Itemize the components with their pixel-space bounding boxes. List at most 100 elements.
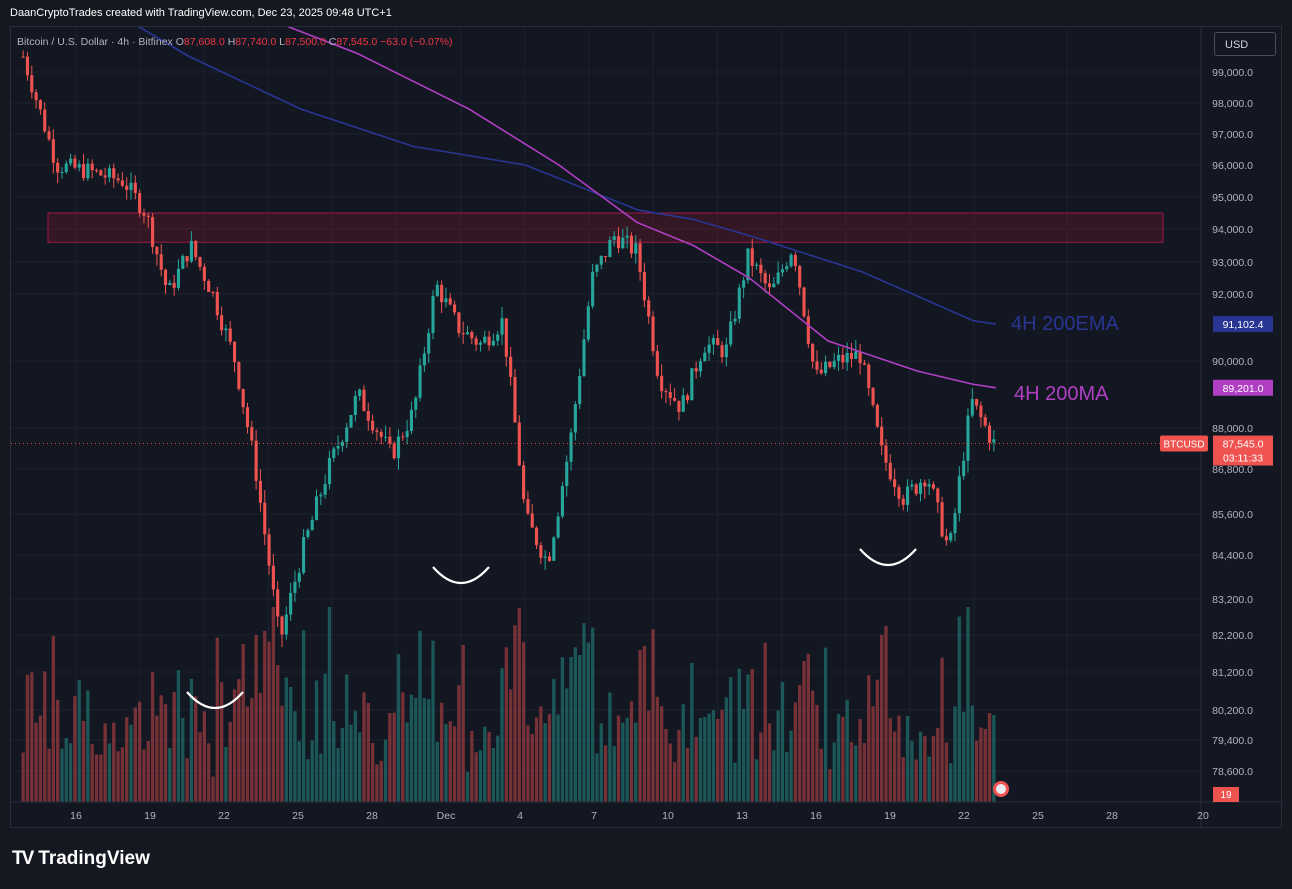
candle-body	[867, 364, 871, 389]
bottom-marker-arc	[859, 548, 917, 566]
candle-body	[824, 361, 828, 374]
volume-bar	[810, 690, 815, 802]
x-tick-label: 10	[662, 810, 674, 822]
volume-bar	[142, 749, 146, 802]
volume-bar	[556, 714, 560, 802]
candle-body	[759, 264, 763, 274]
candle-body	[267, 534, 271, 566]
candle-body	[207, 280, 211, 293]
volume-bar	[392, 712, 396, 802]
candle-body	[129, 182, 133, 190]
candle-body	[215, 292, 219, 316]
candle-body	[703, 352, 707, 362]
volume-bar	[685, 747, 690, 802]
candle-body	[457, 312, 461, 334]
volume-bar	[767, 723, 772, 802]
volume-bar	[565, 688, 569, 802]
candle-body	[146, 215, 150, 217]
candle-body	[591, 271, 595, 307]
candle-body	[962, 460, 966, 477]
candle-body	[353, 395, 357, 416]
volume-bar	[901, 757, 905, 802]
volume-bar	[470, 731, 474, 802]
candle-body	[435, 284, 439, 297]
y-tick-label: 88,000.0	[1212, 423, 1253, 435]
candle-body	[780, 269, 785, 273]
volume-bar	[918, 731, 923, 802]
candle-body	[181, 256, 185, 269]
candle-body	[940, 502, 944, 537]
ema-200-line	[137, 27, 997, 325]
candle-body	[211, 292, 215, 294]
candle-body	[539, 545, 543, 558]
candle-body	[81, 164, 86, 179]
candle-body	[254, 440, 258, 481]
volume-bar	[521, 642, 526, 802]
volume-bar	[655, 696, 659, 802]
ma-axis-value: 89,201.0	[1223, 383, 1264, 395]
candle-body	[284, 614, 288, 635]
volume-bar	[263, 630, 267, 802]
volume-bar	[867, 675, 871, 802]
volume-bar	[383, 739, 388, 802]
volume-bar	[944, 742, 949, 802]
volume-bar	[56, 699, 60, 802]
volume-bar	[211, 776, 215, 802]
volume-bar	[107, 743, 112, 802]
volume-bar	[86, 690, 90, 802]
candle-body	[504, 318, 508, 357]
volume-bar	[457, 685, 461, 802]
candle-body	[526, 499, 530, 514]
candle-body	[94, 170, 99, 172]
volume-bar	[198, 732, 202, 802]
volume-bar	[586, 642, 590, 802]
y-tick-label: 95,000.0	[1212, 192, 1253, 204]
volume-bar	[828, 769, 832, 802]
volume-bar	[94, 754, 99, 802]
candle-body	[729, 321, 733, 345]
volume-bar	[232, 689, 237, 802]
volume-bar	[474, 752, 478, 802]
candle-body	[405, 430, 409, 438]
y-tick-label: 79,400.0	[1212, 735, 1253, 747]
volume-bar	[961, 711, 966, 802]
volume-bar	[681, 704, 685, 802]
candle-body	[86, 163, 90, 179]
y-tick-label: 86,800.0	[1212, 464, 1253, 476]
volume-bar	[659, 706, 664, 802]
low-label: L	[279, 36, 285, 48]
candle-body	[789, 254, 793, 267]
candle-body	[47, 131, 51, 140]
candle-body	[258, 480, 262, 503]
volume-bar	[301, 630, 306, 802]
volume-bar	[573, 647, 578, 802]
volume-bar	[690, 662, 694, 802]
price-chart[interactable]: 99,000.0 98,000.0 97,000.0 96,000.0 95,000.0…	[11, 27, 1283, 829]
volume-bar	[30, 672, 34, 802]
candle-body	[957, 476, 961, 514]
volume-bar	[910, 740, 914, 802]
currency-button[interactable]: USD	[1214, 32, 1276, 56]
candle-body	[465, 332, 470, 335]
volume-bar	[603, 745, 608, 802]
candle-body	[681, 395, 685, 412]
volume-bar	[849, 742, 854, 802]
candle-body	[220, 315, 224, 331]
candle-body	[854, 351, 858, 359]
x-tick-label: Dec	[437, 810, 456, 822]
candle-body	[409, 409, 413, 431]
volume-bar	[539, 706, 543, 802]
volume-bar	[560, 657, 565, 802]
volume-bar	[819, 748, 823, 802]
volume-bar	[353, 710, 358, 802]
volume-bar	[974, 740, 979, 802]
candle-body	[332, 448, 336, 458]
change-value: −63.0 (−0.07%)	[380, 36, 453, 48]
volume-bar	[694, 736, 698, 802]
volume-bar	[552, 678, 556, 802]
candle-body	[327, 457, 332, 485]
volume-bar	[51, 635, 56, 802]
candle-body	[163, 269, 168, 285]
volume-bar	[936, 727, 940, 802]
y-tick-label: 82,200.0	[1212, 630, 1253, 642]
